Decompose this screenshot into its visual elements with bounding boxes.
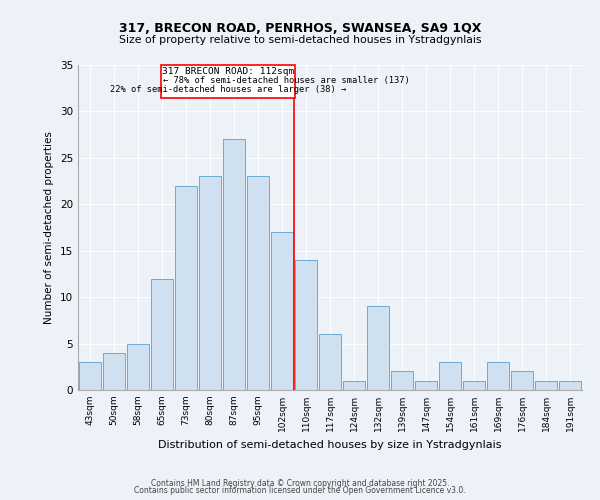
Bar [103,353,125,390]
Bar [439,362,461,390]
Bar [559,380,581,390]
Bar [463,380,485,390]
FancyBboxPatch shape [161,65,295,98]
Bar [415,380,437,390]
Text: Size of property relative to semi-detached houses in Ystradgynlais: Size of property relative to semi-detach… [119,35,481,45]
Bar [199,176,221,390]
Bar [319,334,341,390]
Text: Contains HM Land Registry data © Crown copyright and database right 2025.: Contains HM Land Registry data © Crown c… [151,478,449,488]
Bar [295,260,317,390]
Text: 317 BRECON ROAD: 112sqm: 317 BRECON ROAD: 112sqm [162,68,294,76]
Bar [127,344,149,390]
Bar [535,380,557,390]
Bar [247,176,269,390]
Y-axis label: Number of semi-detached properties: Number of semi-detached properties [44,131,55,324]
Bar [487,362,509,390]
X-axis label: Distribution of semi-detached houses by size in Ystradgynlais: Distribution of semi-detached houses by … [158,440,502,450]
Bar [271,232,293,390]
Text: 22% of semi-detached houses are larger (38) →: 22% of semi-detached houses are larger (… [110,86,346,94]
Text: Contains public sector information licensed under the Open Government Licence v3: Contains public sector information licen… [134,486,466,495]
Bar [343,380,365,390]
Bar [151,278,173,390]
Text: 317, BRECON ROAD, PENRHOS, SWANSEA, SA9 1QX: 317, BRECON ROAD, PENRHOS, SWANSEA, SA9 … [119,22,481,36]
Bar [367,306,389,390]
Bar [175,186,197,390]
Text: ← 78% of semi-detached houses are smaller (137): ← 78% of semi-detached houses are smalle… [163,76,410,85]
Bar [223,140,245,390]
Bar [391,372,413,390]
Bar [79,362,101,390]
Bar [511,372,533,390]
